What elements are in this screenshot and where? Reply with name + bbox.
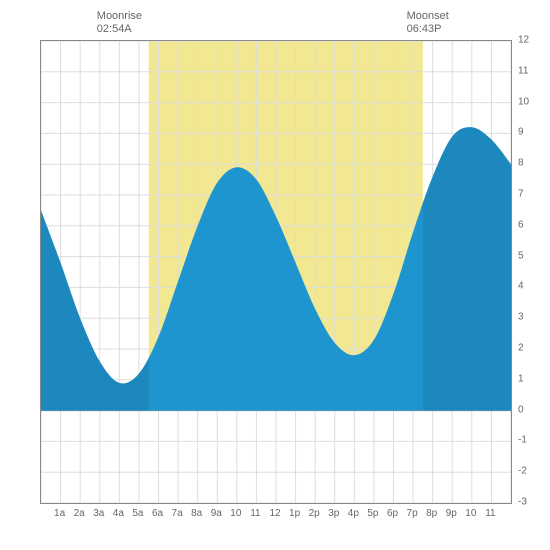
x-tick-label: 5p: [367, 508, 378, 519]
x-tick-label: 1a: [54, 508, 65, 519]
x-tick-label: 6p: [387, 508, 398, 519]
moonrise-label: Moonrise 02:54A: [97, 10, 142, 36]
x-tick-label: 2p: [309, 508, 320, 519]
x-tick-label: 2a: [74, 508, 85, 519]
y-tick-label: 10: [518, 96, 529, 107]
y-axis-labels: -3-2-10123456789101112: [514, 40, 544, 502]
y-tick-label: 9: [518, 127, 524, 138]
moonset-time: 06:43P: [407, 23, 449, 36]
y-tick-label: -2: [518, 466, 527, 477]
chart-svg: [41, 41, 511, 503]
x-tick-label: 8p: [426, 508, 437, 519]
moonrise-title: Moonrise: [97, 10, 142, 23]
y-tick-label: 2: [518, 343, 524, 354]
x-tick-label: 1p: [289, 508, 300, 519]
x-tick-label: 6a: [152, 508, 163, 519]
x-tick-label: 3p: [328, 508, 339, 519]
y-tick-label: 12: [518, 35, 529, 46]
x-tick-label: 11: [485, 508, 495, 519]
y-tick-label: 5: [518, 250, 524, 261]
y-tick-label: 11: [518, 65, 528, 76]
y-tick-label: -3: [518, 497, 527, 508]
y-tick-label: 4: [518, 281, 524, 292]
x-tick-label: 12: [269, 508, 280, 519]
x-tick-label: 7p: [407, 508, 418, 519]
x-tick-label: 11: [250, 508, 260, 519]
x-tick-label: 7a: [172, 508, 183, 519]
x-tick-label: 4p: [348, 508, 359, 519]
y-tick-label: 6: [518, 219, 524, 230]
x-tick-label: 8a: [191, 508, 202, 519]
x-tick-label: 5a: [132, 508, 143, 519]
moonset-label: Moonset 06:43P: [407, 10, 449, 36]
y-tick-label: -1: [518, 435, 527, 446]
chart-plot-area: [40, 40, 512, 504]
moonset-title: Moonset: [407, 10, 449, 23]
x-tick-label: 3a: [93, 508, 104, 519]
x-tick-label: 4a: [113, 508, 124, 519]
y-tick-label: 1: [518, 373, 524, 384]
y-tick-label: 0: [518, 404, 524, 415]
y-tick-label: 3: [518, 312, 524, 323]
moonrise-time: 02:54A: [97, 23, 142, 36]
header-labels: Moonrise 02:54A Moonset 06:43P: [10, 10, 540, 40]
x-tick-label: 9p: [446, 508, 457, 519]
x-tick-label: 10: [465, 508, 476, 519]
x-tick-label: 9a: [211, 508, 222, 519]
x-axis-labels: 1a 2a 3a 4a 5a 6a 7a 8a 9a 10 11 12 1p 2p 3p 4p 5p 6p 7p 8p…: [40, 508, 510, 528]
tide-chart-container: Moonrise 02:54A Moonset 06:43P 1a 2a 3a 4a 5…: [10, 10, 540, 540]
y-tick-label: 8: [518, 158, 524, 169]
y-tick-label: 7: [518, 189, 524, 200]
x-tick-label: 10: [230, 508, 241, 519]
